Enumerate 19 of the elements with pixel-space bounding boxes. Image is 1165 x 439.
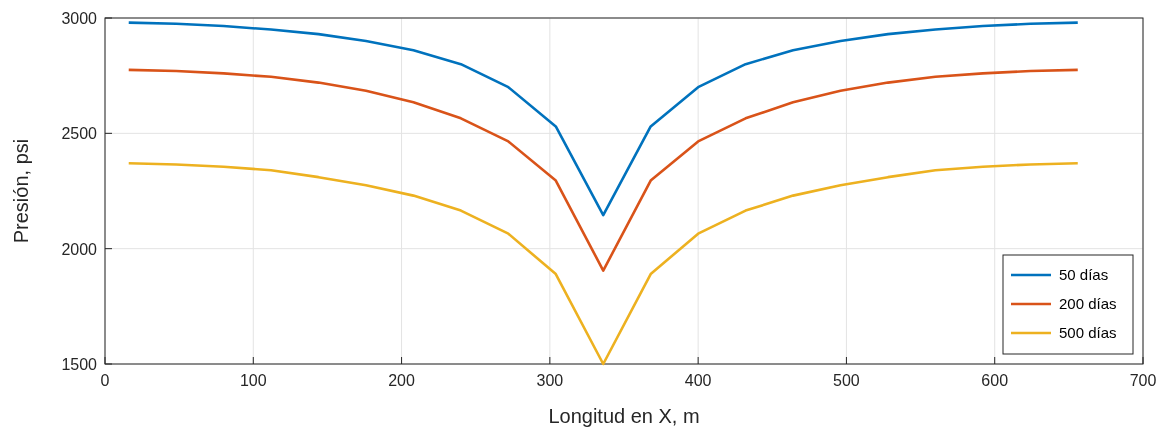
x-tick-label: 700	[1129, 372, 1157, 389]
legend-label: 500 días	[1059, 324, 1117, 341]
x-axis-title: Longitud en X, m	[548, 405, 700, 427]
x-tick-label: 200	[388, 372, 416, 389]
line-series	[127, 21, 1080, 217]
y-tick-label: 2500	[61, 125, 98, 143]
legend-label: 50 días	[1059, 266, 1109, 283]
x-tick-label: 600	[981, 372, 1009, 389]
y-tick-label: 3000	[61, 10, 98, 27]
x-tick-label: 400	[684, 372, 712, 389]
legend-label: 200 días	[1059, 295, 1117, 312]
x-tick-label: 100	[239, 372, 267, 389]
y-axis-title: Presión, psi	[10, 138, 32, 244]
y-tick-label: 1500	[61, 356, 98, 373]
y-tick-label: 2000	[61, 240, 98, 258]
x-tick-label: 0	[100, 372, 110, 389]
x-tick-label: 500	[833, 372, 860, 389]
x-tick-label: 300	[536, 372, 564, 389]
line-series	[127, 68, 1080, 272]
